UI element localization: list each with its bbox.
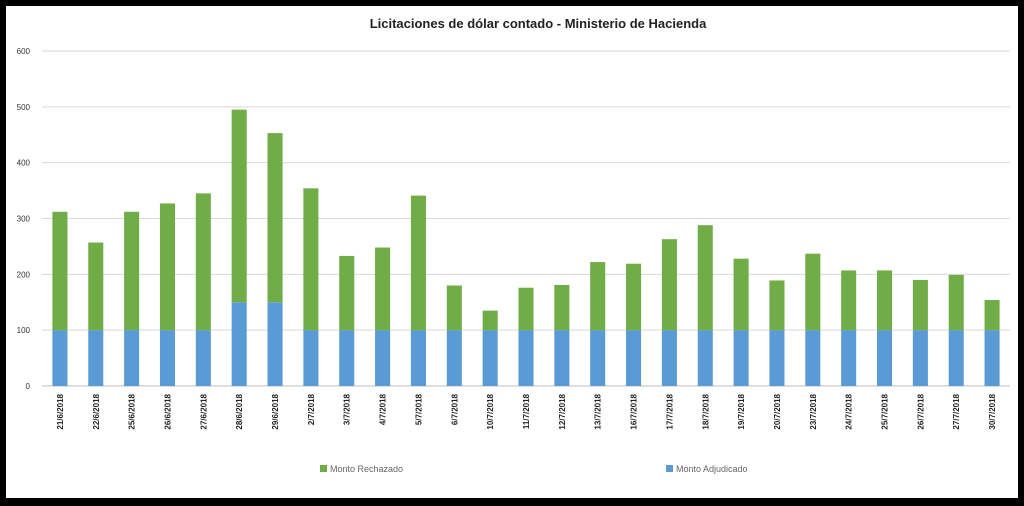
y-tick-label: 400 xyxy=(17,159,31,168)
bar-monto-adjudicado xyxy=(159,330,176,386)
bar-monto-adjudicado xyxy=(124,330,140,386)
x-tick-label: 6/7/2018 xyxy=(450,393,459,425)
bar-monto-adjudicado xyxy=(912,330,928,386)
x-tick-label: 26/6/2018 xyxy=(163,393,172,429)
bar-monto-rechazado xyxy=(590,262,606,331)
bar-monto-rechazado xyxy=(733,258,749,331)
bar-monto-adjudicado xyxy=(303,330,319,386)
bar-monto-adjudicado xyxy=(267,302,283,386)
bar-monto-adjudicado xyxy=(410,330,426,386)
x-axis-ticks: 21/6/2018 22/6/2018 25/6/2018 26/6/2018 27/6… xyxy=(56,393,997,429)
x-tick-label: 19/7/2018 xyxy=(737,393,746,429)
y-axis-ticks: 0 100 200 300 400 500 600 xyxy=(17,47,31,391)
x-tick-label: 11/7/2018 xyxy=(522,393,531,429)
y-tick-label: 200 xyxy=(17,270,31,279)
bar-monto-rechazado xyxy=(267,133,283,303)
bar-monto-adjudicado xyxy=(805,330,821,386)
bar-monto-adjudicado xyxy=(446,330,462,386)
bar-monto-rechazado xyxy=(805,253,821,331)
bar-monto-adjudicado xyxy=(984,330,1000,386)
y-tick-label: 0 xyxy=(26,382,31,391)
bar-monto-rechazado xyxy=(231,109,247,303)
bar-monto-rechazado xyxy=(446,285,462,331)
x-tick-label: 26/7/2018 xyxy=(916,393,925,429)
bar-monto-rechazado xyxy=(195,193,211,331)
bar-monto-adjudicado xyxy=(482,330,498,386)
bar-monto-adjudicado xyxy=(52,330,68,386)
x-tick-label: 13/7/2018 xyxy=(594,393,603,429)
chart-frame: Licitaciones de dólar contado - Minister… xyxy=(6,6,1018,498)
bars xyxy=(52,109,1000,386)
y-tick-label: 300 xyxy=(17,215,31,224)
bar-monto-rechazado xyxy=(124,211,140,331)
x-tick-label: 4/7/2018 xyxy=(379,393,388,425)
bar-monto-adjudicado xyxy=(88,330,104,386)
bar-monto-adjudicado xyxy=(195,330,211,386)
bar-monto-adjudicado xyxy=(375,330,391,386)
x-tick-label: 12/7/2018 xyxy=(558,393,567,429)
x-tick-label: 30/7/2018 xyxy=(988,393,997,429)
x-tick-label: 18/7/2018 xyxy=(701,393,710,429)
bar-monto-adjudicado xyxy=(841,330,857,386)
bar-monto-rechazado xyxy=(88,242,104,331)
x-tick-label: 3/7/2018 xyxy=(343,393,352,425)
x-tick-label: 23/7/2018 xyxy=(809,393,818,429)
bar-monto-rechazado xyxy=(876,270,893,331)
x-tick-label: 28/6/2018 xyxy=(235,393,244,429)
x-tick-label: 25/6/2018 xyxy=(128,393,137,429)
bar-monto-rechazado xyxy=(769,280,785,331)
x-tick-label: 29/6/2018 xyxy=(271,393,280,429)
bar-monto-rechazado xyxy=(554,284,570,331)
legend: Monto Rechazado Monto Adjudicado xyxy=(320,464,748,474)
bar-monto-rechazado xyxy=(518,287,534,331)
bar-monto-rechazado xyxy=(375,247,391,331)
chart-title: Licitaciones de dólar contado - Minister… xyxy=(370,16,707,31)
bar-monto-adjudicado xyxy=(733,330,749,386)
bar-monto-rechazado xyxy=(661,239,677,331)
bar-monto-rechazado xyxy=(303,188,319,331)
bar-monto-rechazado xyxy=(841,270,857,331)
bar-monto-adjudicado xyxy=(626,330,642,386)
y-tick-label: 600 xyxy=(17,47,31,56)
x-tick-label: 27/7/2018 xyxy=(952,393,961,429)
legend-label: Monto Rechazado xyxy=(330,464,403,474)
bar-monto-rechazado xyxy=(912,279,928,331)
bar-monto-rechazado xyxy=(339,255,355,331)
x-tick-label: 2/7/2018 xyxy=(307,393,316,425)
bar-monto-rechazado xyxy=(159,203,176,331)
x-tick-label: 16/7/2018 xyxy=(630,393,639,429)
bar-monto-adjudicado xyxy=(661,330,677,386)
x-tick-label: 27/6/2018 xyxy=(199,393,208,429)
bar-monto-adjudicado xyxy=(554,330,570,386)
legend-swatch xyxy=(320,465,327,472)
bar-monto-rechazado xyxy=(697,225,713,331)
chart: Licitaciones de dólar contado - Minister… xyxy=(17,16,1010,474)
bar-monto-adjudicado xyxy=(518,330,534,386)
bar-monto-rechazado xyxy=(948,274,964,331)
bar-monto-rechazado xyxy=(482,310,498,331)
bar-monto-adjudicado xyxy=(590,330,606,386)
y-tick-label: 500 xyxy=(17,103,31,112)
x-tick-label: 21/6/2018 xyxy=(56,393,65,429)
bar-monto-adjudicado xyxy=(876,330,893,386)
legend-swatch xyxy=(666,465,673,472)
bar-monto-rechazado xyxy=(984,300,1000,331)
x-tick-label: 22/6/2018 xyxy=(92,393,101,429)
x-tick-label: 17/7/2018 xyxy=(665,393,674,429)
bar-monto-rechazado xyxy=(410,195,426,331)
bar-monto-rechazado xyxy=(626,263,642,331)
x-tick-label: 5/7/2018 xyxy=(414,393,423,425)
bar-monto-adjudicado xyxy=(697,330,713,386)
x-tick-label: 24/7/2018 xyxy=(845,393,854,429)
bar-monto-adjudicado xyxy=(948,330,964,386)
y-tick-label: 100 xyxy=(17,326,31,335)
bar-monto-adjudicado xyxy=(769,330,785,386)
bar-monto-adjudicado xyxy=(339,330,355,386)
bar-monto-adjudicado xyxy=(231,302,247,386)
bar-monto-rechazado xyxy=(52,211,68,331)
x-tick-label: 20/7/2018 xyxy=(773,393,782,429)
x-tick-label: 25/7/2018 xyxy=(881,393,890,429)
x-tick-label: 10/7/2018 xyxy=(486,393,495,429)
legend-label: Monto Adjudicado xyxy=(676,464,748,474)
